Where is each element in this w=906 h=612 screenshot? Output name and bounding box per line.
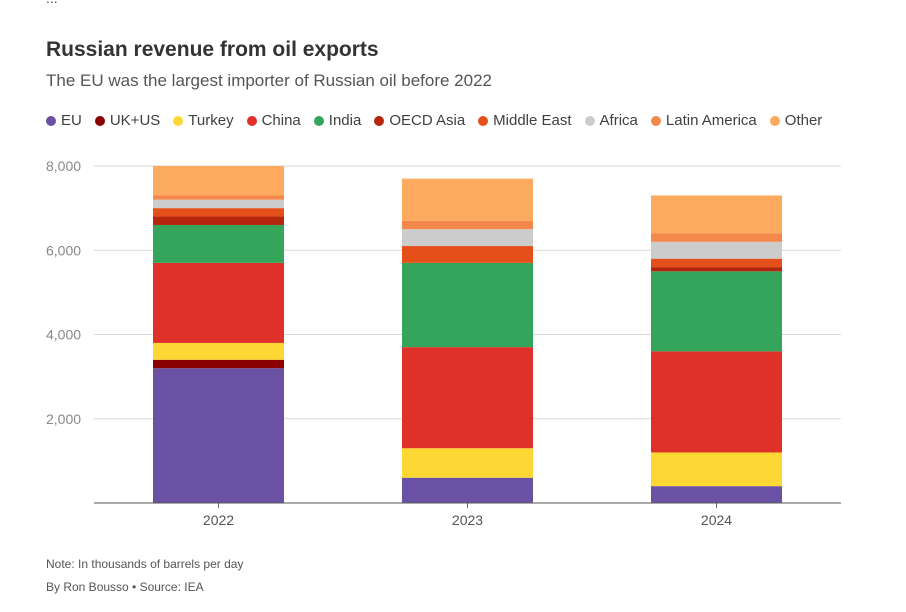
y-tick-label: 4,000 bbox=[46, 327, 81, 343]
legend-swatch bbox=[94, 115, 105, 126]
bar-segment bbox=[153, 342, 284, 360]
chart-legend: EU UK+US Turkey China India OECD Asia Middle E… bbox=[46, 112, 822, 129]
y-tick-label: 8,000 bbox=[46, 158, 81, 174]
bar-segment bbox=[153, 195, 284, 200]
cropped-header-text: ... bbox=[46, 0, 58, 6]
legend-item-2: Turkey bbox=[173, 112, 234, 129]
legend-item-9: Other bbox=[769, 112, 823, 129]
bar-segment bbox=[651, 452, 782, 487]
legend-label: India bbox=[328, 112, 362, 129]
x-tick-label: 2022 bbox=[203, 512, 234, 528]
legend-label: OECD Asia bbox=[389, 112, 466, 129]
bar-segment bbox=[153, 359, 284, 369]
bar-segment bbox=[153, 262, 284, 343]
bar-segment bbox=[651, 486, 782, 503]
bar-segment bbox=[651, 351, 782, 453]
legend-label: Africa bbox=[599, 112, 638, 129]
legend-label: UK+US bbox=[109, 112, 161, 129]
legend-swatch bbox=[650, 115, 661, 126]
bar-segment bbox=[651, 241, 782, 259]
legend-item-1: UK+US bbox=[94, 112, 161, 129]
legend-swatch bbox=[584, 115, 595, 126]
legend-item-7: Africa bbox=[584, 112, 638, 129]
legend-label: Turkey bbox=[188, 112, 234, 129]
legend-label: Middle East bbox=[493, 112, 572, 129]
y-tick-label: 2,000 bbox=[46, 411, 81, 427]
bar-segment bbox=[153, 368, 284, 503]
bar-segment bbox=[651, 267, 782, 272]
legend-swatch bbox=[374, 115, 385, 126]
bar-segment bbox=[651, 271, 782, 352]
bar-segment bbox=[651, 233, 782, 242]
chart-credit: By Ron Bousso • Source: IEA bbox=[46, 580, 204, 594]
legend-swatch bbox=[769, 115, 780, 126]
chart-title: Russian revenue from oil exports bbox=[46, 38, 379, 61]
bar-segment bbox=[153, 216, 284, 225]
bar-segment bbox=[651, 258, 782, 268]
bar-segment bbox=[153, 199, 284, 209]
legend-label: Other bbox=[784, 112, 823, 129]
bar-segment bbox=[153, 208, 284, 217]
legend-label: Latin America bbox=[665, 112, 757, 129]
legend-label: China bbox=[261, 112, 301, 129]
chart-note: Note: In thousands of barrels per day bbox=[46, 557, 244, 571]
legend-item-8: Latin America bbox=[650, 112, 757, 129]
legend-item-6: Middle East bbox=[478, 112, 572, 129]
bar-segment bbox=[153, 224, 284, 263]
legend-label: EU bbox=[61, 112, 82, 129]
y-tick-label: 6,000 bbox=[46, 242, 81, 258]
legend-item-4: India bbox=[313, 112, 362, 129]
legend-item-0: EU bbox=[46, 112, 82, 129]
x-tick-label: 2023 bbox=[452, 512, 483, 528]
legend-swatch bbox=[478, 115, 489, 126]
legend-swatch bbox=[313, 115, 324, 126]
stacked-bar-chart: 2,000 4,000 6,000 8,000 2022 2023 2024 bbox=[46, 158, 841, 528]
bar-segment bbox=[651, 195, 782, 234]
legend-swatch bbox=[173, 115, 184, 126]
legend-item-5: OECD Asia bbox=[374, 112, 465, 129]
legend-item-3: China bbox=[246, 112, 301, 129]
legend-swatch bbox=[246, 115, 257, 126]
bar-segment bbox=[402, 220, 533, 230]
bar-segment bbox=[402, 262, 533, 348]
bar-segment bbox=[402, 477, 533, 503]
legend-swatch bbox=[46, 115, 56, 126]
cropped-header-fragment: ... bbox=[0, 0, 906, 6]
bar-segment bbox=[402, 448, 533, 478]
bar-segment bbox=[402, 246, 533, 263]
bar-segment bbox=[402, 229, 533, 247]
bar-segment bbox=[153, 166, 284, 196]
bar-segment bbox=[402, 347, 533, 449]
chart-subtitle: The EU was the largest importer of Russi… bbox=[46, 71, 493, 90]
x-tick-label: 2024 bbox=[701, 512, 732, 528]
bar-segment bbox=[402, 178, 533, 221]
